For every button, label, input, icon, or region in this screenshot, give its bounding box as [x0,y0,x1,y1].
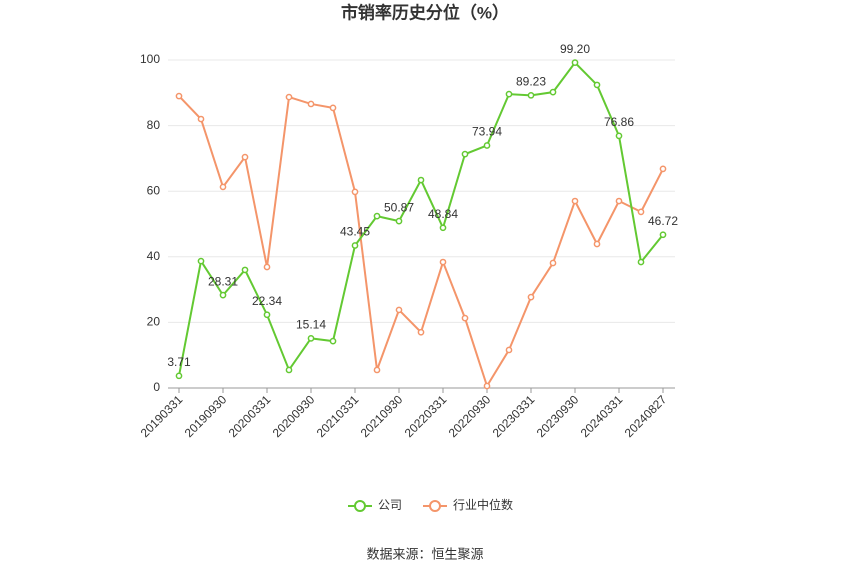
legend-label[interactable]: 行业中位数 [453,497,513,512]
point [285,366,293,374]
point [395,306,403,314]
point [637,258,645,266]
point [241,153,249,161]
point [219,291,227,299]
y-tick-label: 80 [147,118,161,132]
y-tick-label: 60 [147,183,161,197]
point [417,176,425,184]
point [197,115,205,123]
y-tick-label: 0 [153,380,160,394]
point [505,90,513,98]
point [439,224,447,232]
point [571,197,579,205]
x-tick-label: 20190930 [182,392,230,440]
point [659,231,667,239]
point [307,334,315,342]
data-label: 43.45 [340,225,370,239]
point [593,240,601,248]
data-label: 89.23 [516,74,546,88]
point [197,257,205,265]
data-label: 46.72 [648,214,678,228]
point [637,208,645,216]
point [571,59,579,66]
point [593,81,601,89]
x-tick-label: 20210930 [358,392,406,440]
point [351,242,359,249]
point [351,188,359,196]
y-tick-label: 100 [140,52,160,66]
x-tick-label: 20230331 [490,392,538,440]
point [483,142,491,149]
data-label: 50.87 [384,200,414,214]
point [527,293,535,301]
point [549,259,557,267]
series-line [178,95,664,389]
point [241,266,249,274]
point [659,165,667,173]
data-label: 3.71 [167,355,191,369]
point [505,346,513,354]
point [461,150,469,158]
data-label: 28.31 [208,274,238,288]
legend-marker[interactable] [429,500,441,512]
data-label: 22.34 [252,294,282,308]
data-label: 99.20 [560,42,590,56]
point [417,328,425,336]
point [373,366,381,374]
source: 数据来源：恒生聚源 [366,546,483,561]
point [439,258,447,266]
point [263,311,271,319]
point [483,382,491,390]
point [527,91,535,99]
legend-marker[interactable] [354,500,366,512]
y-tick-label: 40 [147,249,161,263]
series-line [178,61,664,377]
point [329,337,337,345]
point [307,100,315,108]
point [329,104,337,112]
point [263,263,271,271]
data-label: 73.94 [472,125,502,139]
point [285,93,293,101]
x-tick-label: 20240331 [578,392,626,440]
point [615,132,623,140]
x-tick-label: 20200331 [226,392,274,440]
y-tick-label: 20 [147,315,161,329]
point [461,314,469,322]
legend-label[interactable]: 公司 [378,498,402,512]
point [373,212,381,220]
point [219,183,227,191]
x-tick-label: 20190331 [138,392,186,440]
x-tick-label: 20220331 [402,392,450,440]
point [395,217,403,225]
point [549,88,557,96]
x-tick-label: 20200930 [270,392,318,440]
x-tick-label: 20240827 [622,392,670,440]
data-label: 76.86 [604,115,634,129]
point [615,197,623,205]
data-label: 48.84 [428,207,458,221]
point [175,372,183,380]
x-tick-label: 20210331 [314,392,362,440]
data-label: 15.14 [296,318,326,332]
x-tick-label: 20220930 [446,392,494,440]
point [175,92,183,100]
x-tick-label: 20230930 [534,392,582,440]
chart-title: 市销率历史分位（%） [341,2,509,22]
